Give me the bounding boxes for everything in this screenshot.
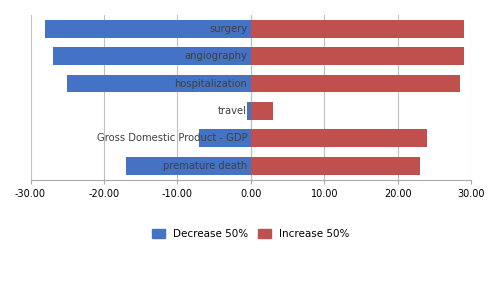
Bar	[251, 75, 460, 92]
Bar	[200, 130, 251, 147]
Text: travel: travel	[218, 106, 247, 116]
Bar	[251, 47, 464, 65]
Bar	[251, 20, 464, 38]
Bar	[67, 75, 251, 92]
Bar	[247, 102, 251, 120]
Text: premature death: premature death	[163, 161, 247, 171]
Text: surgery: surgery	[209, 24, 247, 34]
Bar	[251, 130, 427, 147]
Text: angiography: angiography	[184, 51, 247, 61]
Bar	[52, 47, 251, 65]
Text: hospitalization: hospitalization	[174, 79, 247, 88]
Bar	[45, 20, 251, 38]
Legend: Decrease 50%, Increase 50%: Decrease 50%, Increase 50%	[148, 225, 354, 243]
Text: Gross Domestic Product - GDP: Gross Domestic Product - GDP	[96, 133, 247, 143]
Bar	[251, 157, 420, 175]
Bar	[251, 102, 273, 120]
Bar	[126, 157, 251, 175]
